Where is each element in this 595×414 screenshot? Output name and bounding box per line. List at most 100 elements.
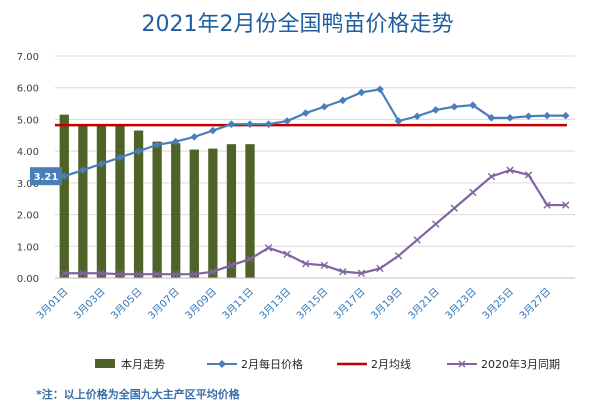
bar [152, 141, 162, 278]
data-point [60, 269, 68, 277]
bar [96, 125, 107, 279]
data-point [432, 220, 440, 228]
x-tick-label: 3月07日 [146, 286, 182, 322]
x-tick-label: 3月19日 [369, 286, 405, 322]
data-point [283, 117, 291, 125]
footnote: *注：以上价格为全国九大主产区平均价格 [36, 388, 240, 401]
data-point [562, 201, 570, 209]
data-point [227, 261, 236, 270]
legend-label: 本月走势 [121, 357, 165, 371]
chart-title: 2021年2月份全国鸭苗价格走势 [141, 12, 454, 37]
data-point [394, 117, 403, 125]
bar [59, 114, 69, 279]
data-point [153, 270, 161, 278]
data-point [264, 120, 273, 128]
x-tick-label: 3月25日 [480, 286, 516, 322]
bar [171, 143, 181, 278]
y-tick-label: 1.00 [17, 242, 39, 253]
data-point [487, 114, 496, 122]
x-tick-label: 3月17日 [331, 286, 367, 322]
y-tick-label: 4.00 [17, 147, 39, 158]
data-point [190, 133, 199, 141]
data-point [172, 270, 180, 278]
data-point [561, 111, 570, 120]
x-tick-label: 3月15日 [294, 286, 330, 322]
data-point [79, 166, 87, 174]
x-tick-label: 3月01日 [34, 286, 70, 322]
data-point [264, 244, 273, 252]
data-point [524, 112, 533, 121]
x-tick-label: 3月13日 [257, 286, 293, 322]
data-point [357, 269, 366, 277]
legend-marker [218, 360, 226, 368]
data-point [431, 106, 440, 114]
data-point [320, 102, 329, 111]
legend-swatch [95, 359, 115, 368]
data-point [357, 88, 366, 97]
data-point [339, 96, 347, 105]
x-tick-label: 3月05日 [109, 286, 145, 322]
data-point [543, 201, 551, 209]
data-point [190, 270, 198, 278]
bar [115, 125, 125, 279]
data-point [376, 85, 384, 94]
bar [78, 125, 88, 279]
y-tick-label: 0.00 [17, 274, 39, 285]
series-line [64, 169, 566, 276]
data-point [246, 255, 254, 263]
data-point [450, 102, 459, 111]
legend-label: 2020年3月同期 [481, 357, 560, 371]
x-tick-label: 3月23日 [443, 286, 479, 322]
data-point [134, 147, 143, 155]
data-point [394, 252, 403, 260]
bar [189, 149, 199, 278]
legend-label: 2月均线 [371, 357, 411, 371]
data-point [376, 264, 384, 273]
data-point [116, 153, 124, 162]
legend-marker [458, 360, 466, 368]
y-tick-label: 5.00 [17, 115, 39, 126]
data-point [153, 141, 161, 149]
data-point [413, 236, 421, 244]
data-point [450, 204, 458, 212]
data-point [246, 120, 254, 128]
legend-label: 2月每日价格 [241, 357, 303, 371]
data-point [97, 160, 106, 168]
value-callout-box [30, 167, 62, 186]
y-tick-label: 2.00 [17, 211, 39, 222]
series-line [63, 88, 566, 178]
data-point [171, 137, 180, 146]
data-point [524, 171, 533, 179]
data-point [302, 260, 310, 268]
data-point [469, 101, 477, 109]
data-point [469, 188, 477, 197]
bar [245, 144, 255, 278]
data-point [320, 261, 328, 270]
bar [226, 144, 237, 278]
data-point [543, 111, 551, 120]
x-tick-label: 3月03日 [71, 286, 107, 322]
x-tick-label: 3月27日 [517, 286, 553, 322]
data-point [506, 114, 514, 122]
data-point [301, 109, 310, 117]
data-point [413, 112, 421, 121]
x-tick-label: 3月09日 [183, 286, 219, 322]
y-tick-label: 7.00 [17, 52, 39, 63]
bar [133, 130, 144, 278]
data-point [79, 269, 87, 277]
value-callout-label: 3.21 [34, 172, 59, 183]
y-tick-label: 6.00 [17, 84, 39, 95]
data-point [209, 267, 217, 276]
data-point [116, 270, 124, 278]
data-point [97, 269, 106, 277]
x-tick-label: 3月11日 [220, 286, 256, 322]
data-point [60, 172, 69, 180]
data-point [487, 172, 496, 181]
y-tick-label: 3.00 [17, 179, 39, 190]
data-point [283, 250, 291, 258]
data-point [209, 126, 217, 135]
data-point [339, 267, 347, 276]
bar [208, 148, 218, 278]
